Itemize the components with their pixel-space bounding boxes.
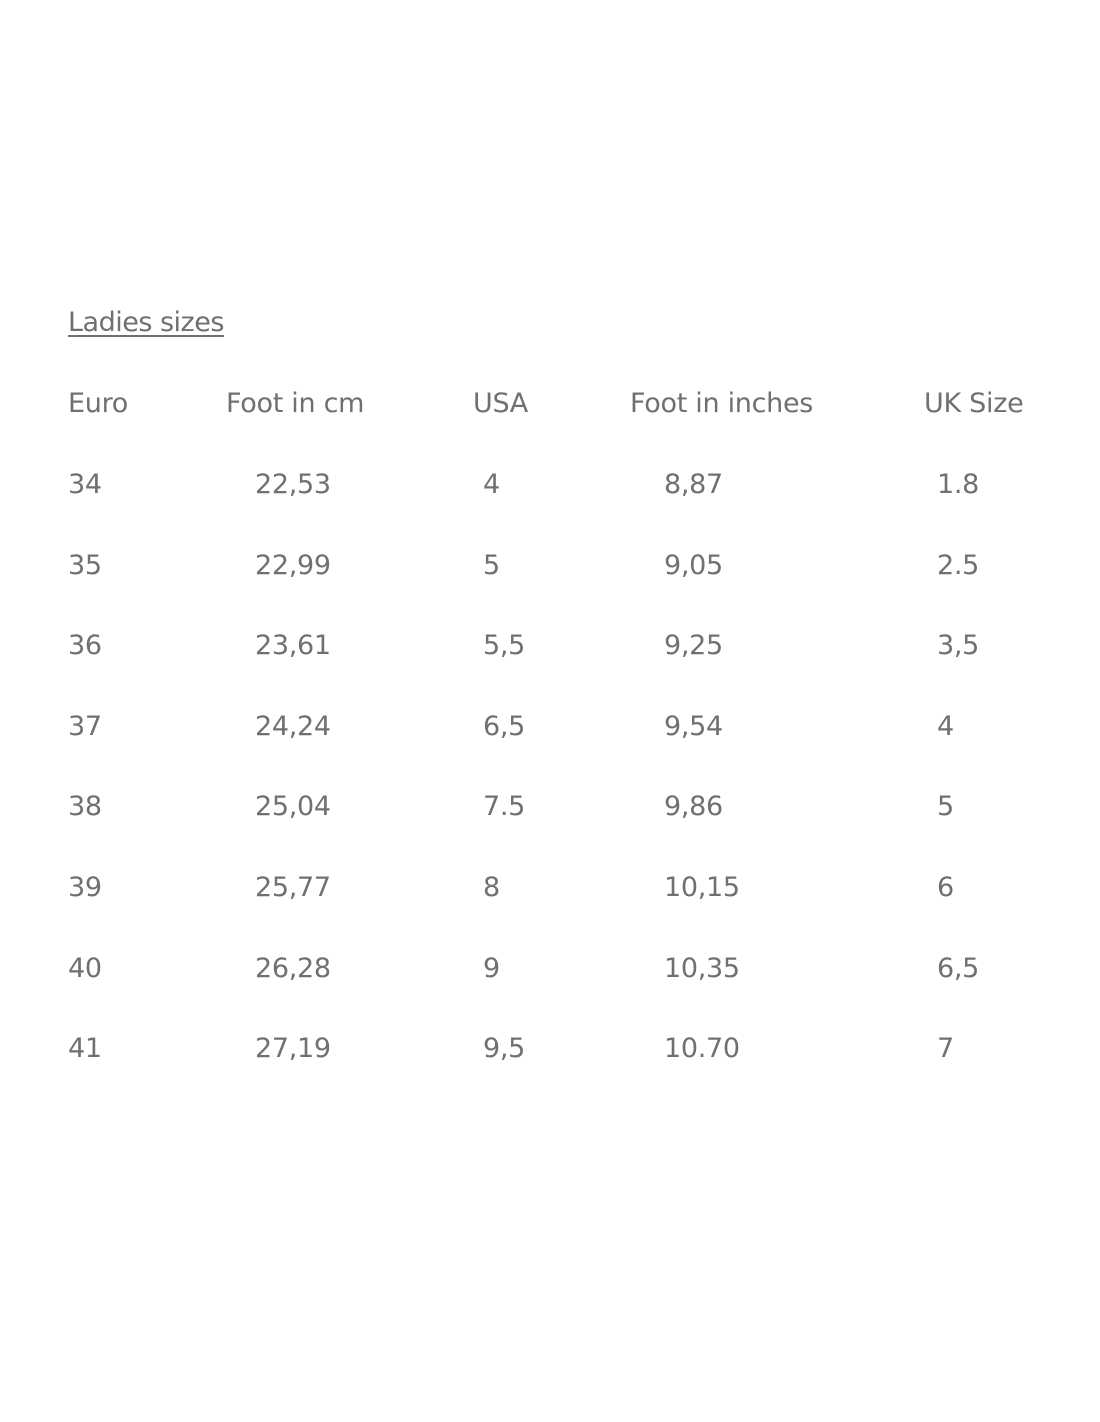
cell-foot-inches: 9,54 xyxy=(664,710,723,742)
cell-usa: 9,5 xyxy=(483,1033,526,1065)
cell-uk-size: 2.5 xyxy=(937,549,980,581)
table-row: 39 25,77 8 10,15 6 xyxy=(0,872,1100,912)
table-row: 37 24,24 6,5 9,54 4 xyxy=(0,711,1100,751)
cell-euro: 37 xyxy=(68,710,102,742)
table-row: 36 23,61 5,5 9,25 3,5 xyxy=(0,630,1100,670)
cell-euro: 39 xyxy=(68,872,102,903)
table-row: 38 25,04 7.5 9,86 5 xyxy=(0,791,1100,831)
cell-foot-inches: 9,25 xyxy=(664,630,723,662)
cell-foot-inches: 10.70 xyxy=(664,1033,740,1065)
cell-euro: 40 xyxy=(68,952,102,984)
cell-foot-cm: 23,61 xyxy=(255,630,331,662)
cell-uk-size: 4 xyxy=(937,710,954,742)
cell-euro: 36 xyxy=(68,630,102,662)
cell-foot-cm: 27,19 xyxy=(255,1033,331,1065)
cell-usa: 9 xyxy=(483,952,500,984)
cell-uk-size: 3,5 xyxy=(937,630,980,662)
table-row: 40 26,28 9 10,35 6,5 xyxy=(0,953,1100,993)
header-usa: USA xyxy=(473,388,528,419)
cell-uk-size: 5 xyxy=(937,791,954,823)
header-foot-inches: Foot in inches xyxy=(630,388,814,419)
cell-foot-cm: 22,53 xyxy=(255,469,331,500)
size-chart-title[interactable]: Ladies sizes xyxy=(68,307,224,338)
cell-foot-cm: 25,77 xyxy=(255,872,331,903)
cell-usa: 5,5 xyxy=(483,630,526,662)
cell-usa: 4 xyxy=(483,469,500,500)
cell-foot-cm: 24,24 xyxy=(255,710,331,742)
cell-foot-cm: 26,28 xyxy=(255,952,331,984)
cell-euro: 38 xyxy=(68,791,102,823)
cell-foot-inches: 10,35 xyxy=(664,952,740,984)
cell-euro: 41 xyxy=(68,1033,102,1065)
cell-usa: 8 xyxy=(483,872,500,903)
table-row: 41 27,19 9,5 10.70 7 xyxy=(0,1033,1100,1073)
header-foot-cm: Foot in cm xyxy=(226,388,365,419)
cell-usa: 5 xyxy=(483,549,500,581)
cell-foot-inches: 9,86 xyxy=(664,791,723,823)
cell-foot-inches: 8,87 xyxy=(664,469,723,500)
table-header-row: Euro Foot in cm USA Foot in inches UK Si… xyxy=(0,388,1100,428)
cell-usa: 7.5 xyxy=(483,791,526,823)
header-euro: Euro xyxy=(68,388,128,419)
cell-euro: 34 xyxy=(68,469,102,500)
header-uk-size: UK Size xyxy=(924,388,1024,419)
table-row: 35 22,99 5 9,05 2.5 xyxy=(0,550,1100,590)
cell-foot-inches: 10,15 xyxy=(664,872,740,903)
cell-uk-size: 1.8 xyxy=(937,469,980,500)
cell-uk-size: 6,5 xyxy=(937,952,980,984)
cell-euro: 35 xyxy=(68,549,102,581)
cell-usa: 6,5 xyxy=(483,710,526,742)
cell-uk-size: 7 xyxy=(937,1033,954,1065)
cell-foot-cm: 25,04 xyxy=(255,791,331,823)
cell-foot-cm: 22,99 xyxy=(255,549,331,581)
cell-uk-size: 6 xyxy=(937,872,954,903)
table-row: 34 22,53 4 8,87 1.8 xyxy=(0,469,1100,509)
cell-foot-inches: 9,05 xyxy=(664,549,723,581)
